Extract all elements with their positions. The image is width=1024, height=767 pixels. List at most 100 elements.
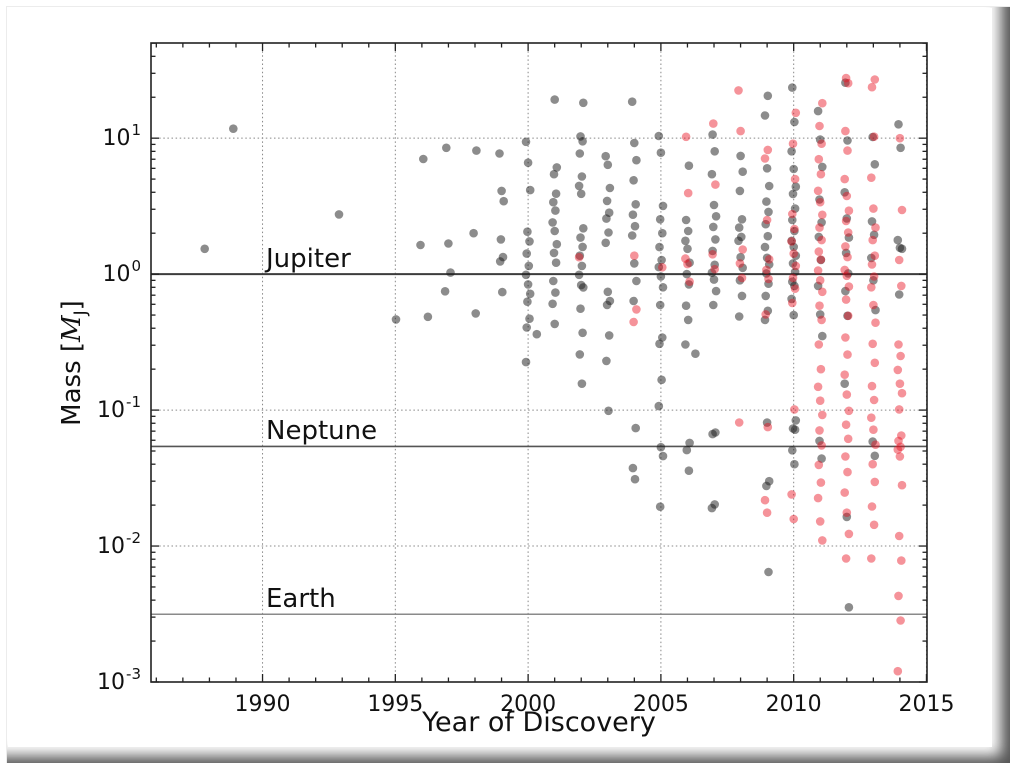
- black-data-point: [788, 189, 798, 199]
- black-data-point: [762, 253, 772, 263]
- black-data-point: [658, 201, 668, 211]
- black-data-point: [789, 242, 798, 252]
- red-data-point: [870, 251, 880, 260]
- neptune-line-label: Neptune: [266, 416, 377, 446]
- red-data-point: [791, 261, 801, 271]
- black-data-point: [813, 106, 823, 116]
- red-data-point: [894, 436, 903, 446]
- red-data-point: [763, 422, 773, 432]
- black-data-point: [897, 244, 907, 254]
- red-data-point: [843, 78, 853, 88]
- black-data-point: [707, 503, 717, 513]
- black-data-point: [525, 237, 534, 246]
- red-data-point: [711, 180, 720, 189]
- black-data-point: [656, 442, 666, 452]
- black-data-point: [842, 512, 852, 522]
- black-data-point: [549, 169, 559, 179]
- black-data-point: [550, 319, 559, 329]
- black-data-point: [691, 349, 700, 359]
- black-data-point: [628, 463, 638, 473]
- black-data-point: [681, 301, 691, 311]
- red-data-point: [738, 245, 747, 254]
- black-data-point: [605, 183, 615, 193]
- red-data-point: [816, 364, 826, 374]
- red-data-point: [841, 554, 851, 563]
- black-data-point: [681, 340, 690, 349]
- black-data-point: [628, 210, 638, 219]
- x-tick-label: 2015: [898, 692, 954, 717]
- black-data-point: [656, 148, 666, 157]
- red-data-point: [734, 86, 743, 95]
- black-data-point: [579, 283, 588, 292]
- black-data-point: [762, 164, 772, 173]
- red-data-point: [893, 365, 903, 375]
- black-data-point: [471, 309, 481, 318]
- red-data-point: [841, 242, 850, 251]
- black-data-point: [736, 151, 745, 161]
- black-data-point: [683, 244, 692, 254]
- red-data-point: [816, 169, 826, 179]
- red-data-point: [844, 529, 854, 539]
- red-data-point: [840, 370, 849, 380]
- black-data-point: [815, 436, 824, 446]
- red-data-point: [840, 174, 849, 184]
- red-data-point: [894, 591, 903, 601]
- red-data-point: [868, 339, 877, 349]
- black-data-point: [867, 217, 877, 226]
- black-data-point: [709, 222, 718, 232]
- red-data-point: [869, 272, 879, 281]
- black-data-point: [868, 437, 877, 446]
- red-data-point: [818, 210, 827, 220]
- black-data-point: [841, 78, 850, 87]
- red-data-point: [897, 431, 906, 440]
- black-data-point: [391, 315, 401, 324]
- black-data-point: [764, 207, 773, 217]
- black-data-point: [334, 210, 344, 219]
- red-data-point: [870, 75, 880, 84]
- black-data-point: [790, 204, 800, 213]
- red-data-point: [734, 418, 744, 427]
- red-data-point: [871, 223, 880, 232]
- black-data-point: [813, 281, 823, 291]
- black-data-point: [444, 239, 453, 248]
- black-data-point: [575, 251, 585, 260]
- black-data-point: [630, 138, 639, 148]
- red-data-point: [841, 420, 851, 430]
- red-data-point: [760, 154, 770, 163]
- black-data-point: [762, 197, 771, 206]
- black-data-point: [685, 438, 694, 448]
- red-data-point: [894, 340, 903, 349]
- black-data-point: [472, 146, 481, 155]
- black-data-point: [788, 83, 797, 92]
- red-data-point: [870, 358, 880, 368]
- black-data-point: [601, 238, 610, 248]
- black-data-point: [707, 169, 717, 179]
- black-data-point: [893, 235, 903, 245]
- black-data-point: [737, 291, 747, 301]
- red-data-point: [816, 255, 826, 264]
- black-data-point: [632, 276, 641, 286]
- black-data-point: [710, 260, 719, 270]
- black-data-point: [658, 228, 667, 238]
- black-data-point: [655, 502, 665, 512]
- red-data-point: [869, 204, 878, 213]
- black-data-point: [574, 181, 584, 191]
- black-data-point: [419, 154, 428, 164]
- black-data-point: [760, 315, 770, 325]
- black-data-point: [632, 155, 641, 165]
- black-data-point: [896, 143, 905, 153]
- black-data-point: [579, 224, 588, 233]
- x-tick-label: 2000: [500, 692, 556, 717]
- black-data-point: [867, 253, 876, 263]
- black-data-point: [760, 242, 770, 252]
- black-data-point: [656, 272, 666, 281]
- red-data-point: [816, 478, 826, 487]
- black-data-point: [523, 280, 533, 289]
- black-data-point: [788, 259, 798, 268]
- black-data-point: [682, 269, 692, 279]
- red-data-point: [870, 477, 880, 487]
- black-data-point: [815, 195, 824, 204]
- black-data-point: [711, 286, 721, 296]
